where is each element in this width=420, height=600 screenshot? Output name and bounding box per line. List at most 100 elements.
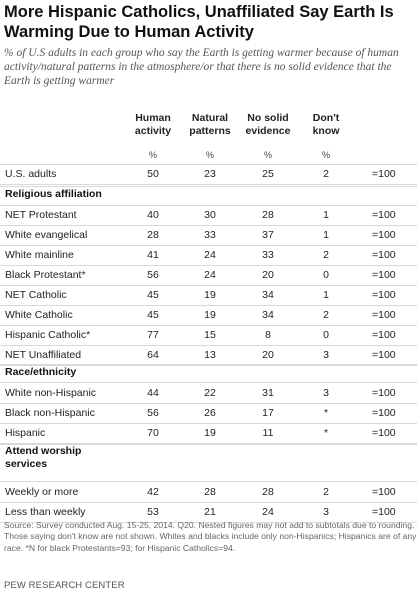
row-divider xyxy=(0,184,417,185)
data-value: 11 xyxy=(262,427,274,439)
data-value: 17 xyxy=(262,407,274,419)
data-value: 20 xyxy=(262,349,274,361)
row-divider xyxy=(0,345,417,346)
row-divider xyxy=(0,365,417,366)
data-value: 56 xyxy=(147,407,159,419)
row-label: White non-Hispanic xyxy=(5,387,97,399)
column-unit-label: % xyxy=(205,150,214,160)
row-label: NET Unaffiliated xyxy=(5,349,82,361)
data-value: 20 xyxy=(262,269,274,281)
data-value: 56 xyxy=(147,269,159,281)
data-value: 28 xyxy=(262,486,274,498)
table-row: U.S. adults 50 23 25 2 =100 xyxy=(0,165,420,185)
data-value: 2 xyxy=(323,249,329,261)
data-value: 3 xyxy=(323,349,329,361)
data-value: 31 xyxy=(262,387,274,399)
data-value: 41 xyxy=(147,249,159,261)
data-value: 24 xyxy=(204,269,216,281)
brand-label: PEW RESEARCH CENTER xyxy=(4,580,125,591)
page-title: More Hispanic Catholics, Unaffiliated Sa… xyxy=(4,3,394,41)
table-row: Hispanic 70 19 11 * =100 xyxy=(0,424,420,444)
row-total: =100 xyxy=(372,309,396,321)
data-value: 23 xyxy=(204,168,216,180)
data-value: 1 xyxy=(323,289,329,301)
data-value: 45 xyxy=(147,289,159,301)
table-row: White Catholic 45 19 34 2 =100 xyxy=(0,306,420,326)
data-value: 28 xyxy=(147,229,159,241)
data-value: 34 xyxy=(262,289,274,301)
column-unit-label: % xyxy=(263,150,272,160)
table-row: Hispanic Catholic* 77 15 8 0 =100 xyxy=(0,326,420,346)
data-value: 70 xyxy=(147,427,159,439)
row-divider xyxy=(0,265,417,266)
table-row: White non-Hispanic 44 22 31 3 =100 xyxy=(0,384,420,404)
row-total: =100 xyxy=(372,209,396,221)
chart-subtitle: % of U.S adults in each group who say th… xyxy=(4,47,399,87)
data-value: 22 xyxy=(204,387,216,399)
data-value: 2 xyxy=(323,168,329,180)
table-row: Black non-Hispanic 56 26 17 * =100 xyxy=(0,404,420,424)
data-value: * xyxy=(323,407,329,419)
data-value: 50 xyxy=(147,168,159,180)
section-divider xyxy=(0,382,417,383)
row-total: =100 xyxy=(372,407,396,419)
row-total: =100 xyxy=(372,349,396,361)
section-divider xyxy=(0,164,417,165)
column-header: Don't know xyxy=(312,112,340,137)
section-divider xyxy=(0,481,417,482)
column-header: No solid evidence xyxy=(245,112,291,137)
data-value: 64 xyxy=(147,349,159,361)
section-heading: Religious affiliation xyxy=(5,188,102,200)
row-total: =100 xyxy=(372,269,396,281)
row-divider xyxy=(0,285,417,286)
row-divider xyxy=(0,325,417,326)
row-divider xyxy=(0,443,417,444)
data-value: 19 xyxy=(204,309,216,321)
table-row: Less than weekly 53 21 24 3 =100 xyxy=(0,503,420,523)
column-unit-label: % xyxy=(148,150,157,160)
row-total: =100 xyxy=(372,229,396,241)
data-value: 77 xyxy=(147,329,159,341)
row-total: =100 xyxy=(372,427,396,439)
data-value: 28 xyxy=(262,209,274,221)
source-footnote: Source: Survey conducted Aug. 15-25, 201… xyxy=(4,520,417,553)
row-label: Less than weekly xyxy=(5,506,86,518)
row-total: =100 xyxy=(372,168,396,180)
row-label: White evangelical xyxy=(5,229,88,241)
row-total: =100 xyxy=(372,289,396,301)
data-value: 30 xyxy=(204,209,216,221)
data-value: 40 xyxy=(147,209,159,221)
row-divider xyxy=(0,423,417,424)
data-value: 2 xyxy=(323,486,329,498)
section-divider xyxy=(0,444,417,445)
data-value: 0 xyxy=(323,329,329,341)
table-row: NET Unaffiliated 64 13 20 3 =100 xyxy=(0,346,420,366)
data-value: 21 xyxy=(204,506,216,518)
row-total: =100 xyxy=(372,329,396,341)
row-label: Hispanic xyxy=(5,427,46,439)
row-label: Hispanic Catholic* xyxy=(5,329,91,341)
table-row: White evangelical 28 33 37 1 =100 xyxy=(0,226,420,246)
data-value: 24 xyxy=(262,506,274,518)
row-label: NET Catholic xyxy=(5,289,67,301)
row-divider xyxy=(0,502,417,503)
row-total: =100 xyxy=(372,486,396,498)
data-value: 25 xyxy=(262,168,274,180)
data-value: 24 xyxy=(204,249,216,261)
column-unit-label: % xyxy=(321,150,330,160)
table-row: NET Protestant 40 30 28 1 =100 xyxy=(0,206,420,226)
row-divider xyxy=(0,403,417,404)
column-header: Human activity xyxy=(134,112,172,137)
data-value: 19 xyxy=(204,289,216,301)
row-divider xyxy=(0,225,417,226)
row-label: U.S. adults xyxy=(5,168,57,180)
row-label: White Catholic xyxy=(5,309,73,321)
column-header: Natural patterns xyxy=(189,112,231,137)
row-total: =100 xyxy=(372,387,396,399)
data-value: 42 xyxy=(147,486,159,498)
section-divider xyxy=(0,205,417,206)
data-value: 3 xyxy=(323,387,329,399)
data-value: 1 xyxy=(323,209,329,221)
data-value: 3 xyxy=(323,506,329,518)
